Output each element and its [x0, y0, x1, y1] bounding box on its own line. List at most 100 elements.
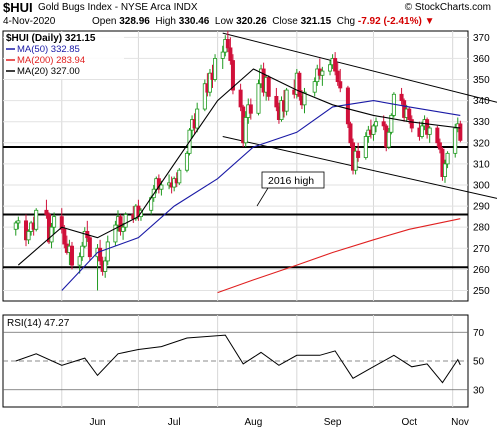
rsi-tick-label: 30: [473, 385, 485, 396]
symbol-title: $HUI: [3, 0, 33, 15]
candle-body: [105, 241, 110, 262]
candle-body: [437, 142, 442, 150]
candle-body: [348, 123, 353, 144]
candle-body: [98, 247, 103, 262]
candle-body: [356, 150, 361, 158]
close-label: Close: [272, 16, 298, 27]
candle-body: [121, 226, 126, 232]
candle-body: [118, 216, 123, 232]
rsi-legend-bg: [4, 316, 86, 329]
chg-down-arrow-icon: ▼: [424, 16, 435, 27]
candle-body: [13, 222, 18, 230]
legend-ma200: MA(200) 283.94: [17, 55, 85, 66]
candle-body: [228, 47, 233, 61]
rsi-line: [15, 334, 461, 384]
candle-body: [284, 89, 289, 112]
price-tick-label: 280: [473, 223, 490, 234]
price-tick-label: 350: [473, 75, 490, 86]
legend-ma20: MA(20) 327.00: [17, 66, 80, 77]
low-value: 320.26: [236, 16, 267, 27]
quote-line: Open 328.96 High 330.46 Low 320.26 Close…: [92, 16, 434, 27]
site-credit[interactable]: © StockCharts.com: [404, 2, 491, 13]
candle-body: [113, 224, 118, 243]
ma50-line: [61, 100, 461, 291]
high-value: 330.46: [178, 16, 210, 27]
candle-body: [207, 72, 212, 93]
candle-body: [420, 125, 425, 137]
candle-body: [243, 117, 248, 144]
candle-body: [220, 51, 225, 59]
candle-body: [333, 58, 338, 72]
price-tick-label: 330: [473, 117, 490, 128]
candle-body: [328, 64, 333, 72]
candle-body: [320, 70, 325, 76]
candle-body: [238, 89, 243, 108]
candle-body: [82, 230, 87, 247]
rsi-panel: 30 50 70 RSI(14) 47.27: [2, 314, 485, 408]
price-panel: 250 260 270 280 290 300 310 320 330 340 350 360 370 2…: [2, 30, 497, 302]
candle-body: [371, 125, 376, 135]
candle-body: [458, 123, 463, 141]
candle-body: [77, 256, 82, 266]
open-label: Open: [92, 16, 117, 27]
chg-label: Chg: [336, 16, 356, 27]
candle-body: [407, 108, 412, 120]
candle-body: [335, 70, 340, 83]
high-label: High: [155, 16, 176, 27]
price-tick-label: 340: [473, 96, 490, 107]
legend-ma50: MA(50) 332.85: [17, 44, 80, 55]
candle-body: [256, 83, 261, 114]
candle-body: [184, 152, 189, 171]
ma200-line: [217, 218, 461, 294]
price-tick-label: 310: [473, 159, 490, 170]
candle-body: [16, 220, 21, 224]
candle-body: [312, 81, 317, 93]
candle-body: [44, 209, 49, 215]
candle-body: [225, 39, 230, 49]
candle-body: [302, 91, 307, 106]
candle-body: [266, 77, 271, 97]
price-tick-label: 320: [473, 138, 490, 149]
annotation-pointer: [256, 187, 269, 207]
candle-body: [213, 58, 218, 80]
candle-body: [52, 216, 57, 228]
candle-body: [443, 163, 448, 177]
candle-body: [345, 87, 350, 125]
candle-body: [297, 72, 302, 97]
rsi-tick-label: 70: [473, 328, 485, 339]
price-tick-label: 270: [473, 244, 490, 255]
candle-body: [440, 148, 445, 177]
open-value: 328.96: [119, 16, 150, 27]
low-label: Low: [214, 16, 234, 27]
trend-channel-line: [222, 135, 497, 199]
candle-body: [34, 209, 39, 230]
candle-body: [62, 228, 67, 245]
x-tick-label: Oct: [401, 417, 417, 428]
chg-value: -7.92 (-2.41%): [357, 16, 422, 27]
candle-body: [399, 93, 404, 102]
candle-body: [453, 127, 458, 154]
x-tick-label: Nov: [451, 417, 469, 428]
candle-body: [23, 220, 28, 241]
candle-body: [87, 237, 92, 258]
price-tick-label: 360: [473, 54, 490, 65]
candle-body: [353, 150, 358, 171]
candle-body: [202, 83, 207, 110]
x-tick-label: Jun: [89, 417, 105, 428]
candle-body: [274, 95, 279, 108]
price-tick-label: 370: [473, 33, 490, 44]
candle-body: [69, 245, 74, 266]
rsi-legend: RSI(14) 47.27: [7, 318, 70, 329]
annotation-box: [261, 171, 325, 189]
x-axis: Jun Jul Aug Sep Oct Nov: [89, 417, 468, 428]
candle-body: [381, 121, 386, 127]
candle-body: [386, 131, 391, 148]
rsi-tick-label: 50: [473, 357, 485, 368]
index-name: Gold Bugs Index - NYSE Arca INDX: [38, 2, 198, 13]
x-tick-label: Sep: [324, 417, 342, 428]
candle-body: [427, 127, 432, 135]
close-value: 321.15: [300, 16, 332, 27]
candle-body: [230, 60, 235, 91]
